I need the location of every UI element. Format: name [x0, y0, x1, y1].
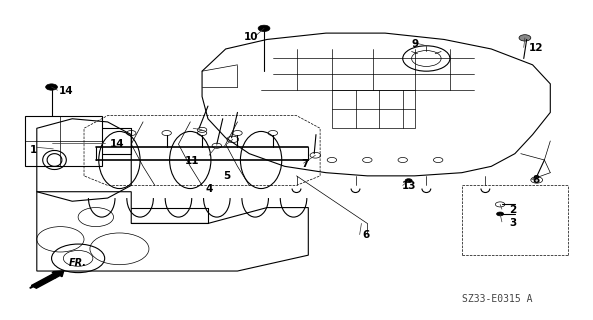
- Text: 9: 9: [412, 39, 419, 49]
- Text: 6: 6: [362, 230, 370, 240]
- Text: 8: 8: [533, 175, 540, 185]
- Text: SZ33-E0315 A: SZ33-E0315 A: [462, 294, 533, 304]
- Text: 14: 14: [109, 139, 124, 149]
- Text: 2: 2: [509, 205, 517, 215]
- Circle shape: [258, 25, 270, 32]
- Text: 11: 11: [184, 156, 199, 166]
- Circle shape: [46, 84, 58, 90]
- Text: 4: 4: [205, 184, 212, 194]
- Text: 10: 10: [244, 32, 258, 42]
- FancyArrow shape: [31, 271, 63, 288]
- Text: 14: 14: [59, 86, 74, 96]
- Text: 13: 13: [401, 181, 416, 191]
- Circle shape: [519, 35, 531, 41]
- Text: 1: 1: [30, 146, 37, 156]
- Circle shape: [496, 212, 503, 216]
- Text: 7: 7: [301, 159, 308, 169]
- Text: 5: 5: [223, 171, 230, 181]
- Text: 3: 3: [509, 218, 517, 228]
- Text: 12: 12: [528, 43, 543, 53]
- Circle shape: [405, 179, 412, 182]
- Text: FR.: FR.: [69, 259, 87, 268]
